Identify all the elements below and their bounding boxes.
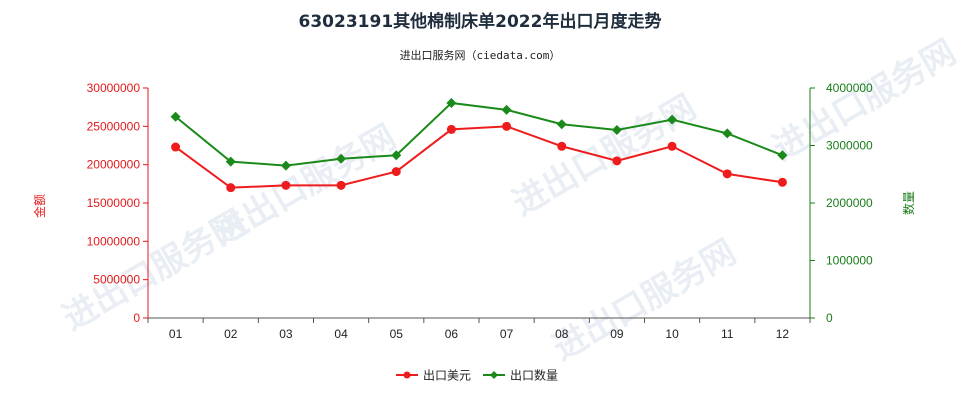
right-tick-label: 2000000 — [826, 196, 873, 210]
data-point-usd — [777, 177, 787, 187]
right-tick-label: 1000000 — [826, 254, 873, 268]
x-tick-label: 02 — [224, 327, 238, 341]
left-tick-label: 15000000 — [87, 196, 141, 210]
left-tick-label: 5000000 — [93, 273, 140, 287]
x-tick-label: 07 — [500, 327, 514, 341]
x-tick-label: 06 — [445, 327, 459, 341]
data-point-quantity — [225, 156, 236, 167]
chart-subtitle: 进出口服务网（ciedata.com） — [400, 48, 561, 62]
legend-marker-usd — [403, 371, 411, 379]
data-point-usd — [557, 141, 567, 151]
legend-label-usd: 出口美元 — [423, 369, 471, 383]
data-point-quantity — [722, 128, 733, 139]
left-tick-label: 0 — [133, 311, 140, 325]
data-point-usd — [171, 142, 181, 152]
legend: 出口美元 出口数量 — [396, 368, 558, 383]
data-point-usd — [391, 167, 401, 177]
right-tick-label: 0 — [826, 311, 833, 325]
left-tick-label: 10000000 — [87, 234, 141, 248]
x-tick-label: 09 — [610, 327, 624, 341]
x-tick-label: 04 — [334, 327, 348, 341]
x-tick-label: 12 — [776, 327, 790, 341]
legend-label-quantity: 出口数量 — [510, 368, 558, 383]
data-point-quantity — [667, 114, 678, 125]
x-tick-label: 10 — [665, 327, 679, 341]
x-tick-label: 05 — [390, 327, 404, 341]
x-tick-label: 08 — [555, 327, 569, 341]
watermark-text: 进出口服务网 — [506, 87, 703, 224]
data-point-usd — [226, 183, 236, 193]
left-tick-label: 25000000 — [87, 119, 141, 133]
data-point-quantity — [611, 124, 622, 135]
data-point-quantity — [336, 153, 347, 164]
legend-item-usd[interactable]: 出口美元 — [396, 369, 471, 383]
left-tick-label: 20000000 — [87, 158, 141, 172]
series-layer — [170, 97, 788, 193]
right-tick-label: 3000000 — [826, 139, 873, 153]
axes: 0500000010000000150000002000000025000000… — [87, 81, 873, 341]
legend-item-quantity[interactable]: 出口数量 — [483, 368, 558, 383]
chart-title: 63023191其他棉制床单2022年出口月度走势 — [299, 11, 662, 32]
series-line-usd — [174, 125, 783, 189]
data-point-quantity — [556, 119, 567, 130]
x-tick-label: 11 — [721, 327, 734, 341]
legend-marker-quantity — [490, 371, 498, 379]
data-point-quantity — [446, 97, 457, 108]
data-point-usd — [667, 141, 677, 151]
data-point-quantity — [777, 150, 788, 161]
data-point-usd — [502, 121, 512, 131]
x-tick-label: 01 — [169, 327, 183, 341]
right-axis-title: 数量 — [901, 191, 916, 215]
data-point-usd — [336, 180, 346, 190]
data-point-quantity — [391, 150, 402, 161]
data-point-usd — [612, 156, 622, 166]
x-tick-label: 03 — [279, 327, 293, 341]
data-point-quantity — [170, 111, 181, 122]
left-tick-label: 30000000 — [87, 81, 141, 95]
watermark-text: 进出口服务网 — [546, 232, 743, 369]
data-point-usd — [722, 169, 732, 179]
right-tick-label: 4000000 — [826, 81, 873, 95]
data-point-quantity — [280, 160, 291, 171]
data-point-usd — [446, 124, 456, 134]
data-point-usd — [281, 180, 291, 190]
left-axis-title: 金额 — [32, 194, 47, 218]
series-line-quantity — [174, 101, 783, 167]
data-point-quantity — [501, 104, 512, 115]
